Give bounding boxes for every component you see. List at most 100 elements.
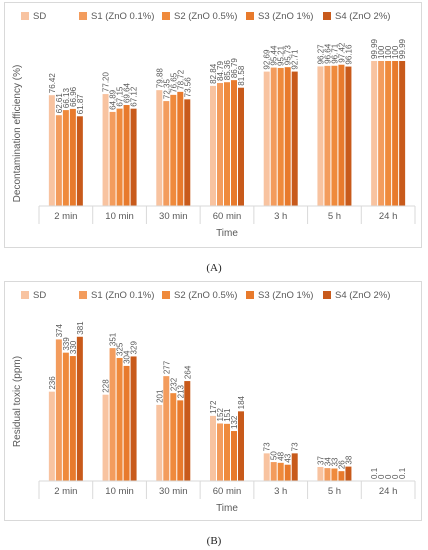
legend-item-s3-zno-1: S3 (ZnO 1%) [246, 290, 313, 301]
bar-s4-zno-2-10-min [130, 356, 137, 481]
legend-item-s3-zno-1: S3 (ZnO 1%) [246, 11, 313, 22]
bar-s2-zno-0-5-2-min [62, 352, 69, 481]
data-label: 81.58 [237, 65, 246, 86]
bar-sd-3-h [263, 453, 270, 481]
legend-swatch [21, 12, 29, 20]
x-tick-label: 2 min [54, 486, 77, 497]
data-label: 172 [209, 400, 218, 414]
bar-s4-zno-2-5-h [345, 66, 352, 206]
bar-s1-zno-0-1-60-min [217, 83, 223, 206]
data-label: 82.84 [209, 63, 218, 84]
data-label: 95.44 [270, 45, 279, 66]
data-label: 84.79 [216, 60, 225, 81]
legend-label: S1 (ZnO 0.1%) [91, 11, 154, 22]
data-label: 67.15 [116, 86, 125, 107]
bar-s1-zno-0-1-3-h [270, 67, 277, 206]
bar-s2-zno-0-5-5-h [331, 65, 338, 206]
data-label: 92.69 [263, 49, 272, 70]
data-label: 95.73 [284, 45, 293, 66]
legend-label: S3 (ZnO 1%) [258, 11, 313, 22]
bar-s4-zno-2-30-min [184, 381, 191, 481]
panel-label-a: (A) [206, 262, 222, 274]
data-label: 69.64 [123, 82, 132, 103]
bar-sd-2-min [48, 95, 55, 206]
data-label: 329 [130, 341, 139, 355]
bar-s3-zno-1-10-min [123, 105, 130, 206]
data-label: 76.65 [169, 72, 178, 93]
bar-s3-zno-1-10-min [123, 365, 130, 481]
data-label: 85.36 [223, 60, 232, 81]
bar-s1-zno-0-1-5-h [324, 468, 331, 481]
bar-s3-zno-1-60-min [231, 80, 237, 206]
data-label: 76.42 [48, 73, 57, 94]
legend-swatch [79, 12, 87, 20]
bar-s1-zno-0-1-5-h [324, 65, 331, 206]
data-label: 100 [377, 45, 386, 59]
data-label: 374 [55, 324, 64, 338]
legend-label: S2 (ZnO 0.5%) [174, 11, 237, 22]
data-label: 73 [263, 442, 272, 451]
chart-panel-b: SD S1 (ZnO 0.1%) S2 (ZnO 0.5%) S3 (ZnO 1%) S… [4, 281, 422, 521]
bar-sd-2-min [48, 391, 55, 481]
data-label: 330 [69, 340, 78, 354]
data-label: 99.99 [398, 38, 407, 59]
data-label: 72.35 [162, 79, 171, 100]
bar-s4-zno-2-2-min [76, 336, 83, 481]
legend-swatch [79, 291, 87, 299]
data-label: 232 [169, 377, 178, 391]
data-label: 0.1 [398, 467, 407, 479]
legend-label: SD [33, 290, 46, 301]
x-tick-label: 60 min [213, 211, 242, 222]
bar-s1-zno-0-1-2-min [55, 115, 62, 206]
x-tick-label: 3 h [274, 486, 287, 497]
bar-s4-zno-2-24-h [399, 61, 406, 207]
decontamination-efficiency-chart: SD S1 (ZnO 0.1%) S2 (ZnO 0.5%) S3 (ZnO 1%) S… [12, 11, 416, 239]
bar-s4-zno-2-3-h [291, 71, 298, 206]
data-label: 61.87 [76, 94, 85, 115]
data-label: 92.71 [291, 49, 300, 70]
legend-swatch [323, 291, 331, 299]
x-tick-label: 10 min [105, 486, 134, 497]
data-label: 0 [391, 474, 400, 479]
bar-sd-5-h [317, 466, 324, 481]
bar-sd-24-h [371, 61, 378, 207]
bar-s2-zno-0-5-24-h [385, 61, 392, 206]
bar-s4-zno-2-3-h [291, 453, 298, 481]
data-label: 62.61 [55, 93, 64, 114]
chart-panel-a: SD S1 (ZnO 0.1%) S2 (ZnO 0.5%) S3 (ZnO 1%) S… [4, 2, 422, 248]
data-label: 66.13 [62, 88, 71, 109]
legend-label: S4 (ZnO 2%) [335, 290, 390, 301]
legend-item-sd: SD [21, 11, 46, 22]
data-label: 64.89 [109, 89, 118, 110]
data-label: 132 [230, 415, 239, 429]
bar-s1-zno-0-1-30-min [163, 101, 170, 206]
bar-s2-zno-0-5-10-min [116, 108, 123, 206]
bar-s3-zno-1-60-min [231, 431, 237, 481]
bar-s3-zno-1-3-h [284, 464, 291, 481]
bar-s2-zno-0-5-3-h [277, 67, 284, 206]
data-label: 33 [330, 457, 339, 466]
bar-s1-zno-0-1-10-min [109, 348, 116, 481]
data-label: 26 [337, 460, 346, 469]
x-tick-label: 10 min [105, 211, 134, 222]
data-label: 73.56 [183, 77, 192, 98]
data-label: 100 [384, 45, 393, 59]
legend-item-sd: SD [21, 290, 46, 301]
bar-s4-zno-2-60-min [238, 411, 244, 481]
data-label: 381 [76, 321, 85, 335]
data-label: 97.42 [337, 42, 346, 63]
data-label: 100 [391, 45, 400, 59]
data-label: 79.88 [155, 68, 164, 89]
x-tick-label: 5 h [328, 486, 341, 497]
bar-s1-zno-0-1-10-min [109, 111, 116, 206]
panel-label-b: (B) [206, 535, 222, 547]
data-label: 78.72 [176, 69, 185, 90]
bar-s4-zno-2-5-h [345, 466, 352, 481]
bar-sd-60-min [210, 85, 216, 206]
bar-s3-zno-1-30-min [177, 400, 184, 481]
bar-s1-zno-0-1-2-min [55, 339, 62, 481]
bar-s1-zno-0-1-30-min [163, 376, 170, 481]
bar-sd-10-min [102, 94, 109, 206]
x-tick-label: 24 h [379, 486, 398, 497]
bar-sd-30-min [156, 404, 163, 481]
